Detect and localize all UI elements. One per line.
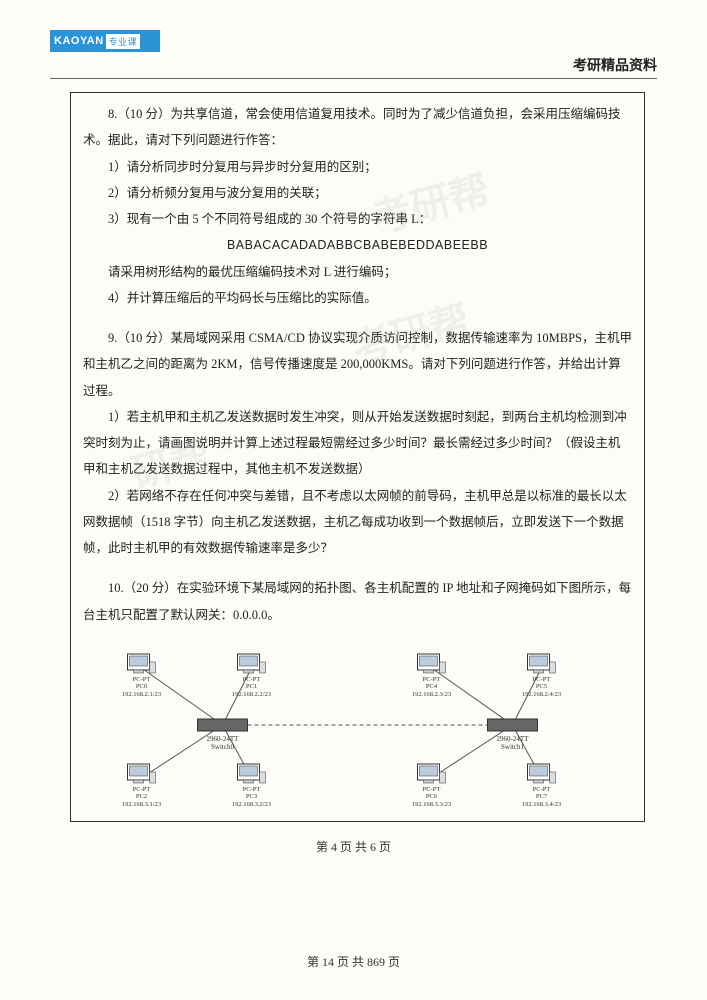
q8-p1: 1）请分析同步时分复用与异步时分复用的区别； (83, 154, 632, 180)
q8-seq: BABACACADADABBCBABEBEDDABEEBB (83, 232, 632, 258)
svg-text:2960-24TT: 2960-24TT (207, 735, 240, 743)
svg-text:192.168.3.1/23: 192.168.3.1/23 (122, 801, 161, 808)
svg-text:192.168.2.2/23: 192.168.2.2/23 (232, 691, 271, 698)
q9-p2: 2）若网络不存在任何冲突与差错，且不考虑以太网帧的前导码，主机甲总是以标准的最长… (83, 483, 632, 562)
page: KAOYAN 专业课 考研精品资料 考研帮 考研帮 研帮 8.（10 分）为共享… (0, 0, 707, 1000)
q9-head: 9.（10 分）某局域网采用 CSMA/CD 协议实现介质访问控制，数据传输速率… (83, 325, 632, 404)
svg-text:PC7: PC7 (536, 793, 548, 800)
svg-text:PC-PT: PC-PT (533, 786, 551, 793)
svg-text:PC-PT: PC-PT (133, 676, 151, 683)
content-box: 考研帮 考研帮 研帮 8.（10 分）为共享信道，常会使用信道复用技术。同时为了… (70, 92, 645, 822)
network-diagram: 2960-24TTSwitch02960-24TTSwitch1PC-PTPC0… (83, 634, 632, 822)
logo: KAOYAN 专业课 (50, 30, 160, 52)
svg-text:PC5: PC5 (536, 683, 547, 690)
svg-text:PC-PT: PC-PT (243, 676, 261, 683)
svg-text:PC-PT: PC-PT (243, 786, 261, 793)
svg-text:192.168.3.3/23: 192.168.3.3/23 (412, 801, 451, 808)
svg-text:Switch0: Switch0 (211, 743, 234, 751)
svg-text:192.168.3.4/23: 192.168.3.4/23 (522, 801, 561, 808)
svg-text:PC1: PC1 (246, 683, 257, 690)
header-title: 考研精品资料 (573, 55, 657, 75)
svg-text:2960-24TT: 2960-24TT (497, 735, 530, 743)
q8-p4: 请采用树形结构的最优压缩编码技术对 L 进行编码； (83, 259, 632, 285)
logo-zh: 专业课 (106, 34, 141, 49)
q8-p2: 2）请分析频分复用与波分复用的关联； (83, 180, 632, 206)
svg-text:192.168.2.3/23: 192.168.2.3/23 (412, 691, 451, 698)
svg-text:PC-PT: PC-PT (133, 786, 151, 793)
inner-page-footer: 第 4 页 共 6 页 (0, 838, 707, 855)
svg-text:Switch1: Switch1 (501, 743, 524, 751)
svg-text:PC4: PC4 (426, 683, 438, 690)
svg-text:PC2: PC2 (136, 793, 147, 800)
q9-p1: 1）若主机甲和主机乙发送数据时发生冲突，则从开始发送数据时刻起，到两台主机均检测… (83, 404, 632, 483)
q8-head: 8.（10 分）为共享信道，常会使用信道复用技术。同时为了减少信道负担，会采用压… (83, 101, 632, 154)
svg-text:PC-PT: PC-PT (533, 676, 551, 683)
svg-text:192.168.2.1/23: 192.168.2.1/23 (122, 691, 161, 698)
outer-page-footer: 第 14 页 共 869 页 (0, 953, 707, 970)
svg-text:PC0: PC0 (136, 683, 147, 690)
svg-text:192.168.3.2/23: 192.168.3.2/23 (232, 801, 271, 808)
q8-p3: 3）现有一个由 5 个不同符号组成的 30 个符号的字符串 L： (83, 206, 632, 232)
svg-text:PC3: PC3 (246, 793, 257, 800)
svg-text:PC-PT: PC-PT (423, 786, 441, 793)
logo-en: KAOYAN (54, 35, 104, 47)
q10-head: 10.（20 分）在实验环境下某局域网的拓扑图、各主机配置的 IP 地址和子网掩… (83, 575, 632, 628)
svg-text:192.168.2.4/23: 192.168.2.4/23 (522, 691, 561, 698)
svg-text:PC-PT: PC-PT (423, 676, 441, 683)
q8-p5: 4）并计算压缩后的平均码长与压缩比的实际值。 (83, 285, 632, 311)
svg-text:PC6: PC6 (426, 793, 438, 800)
header-rule (50, 78, 657, 79)
